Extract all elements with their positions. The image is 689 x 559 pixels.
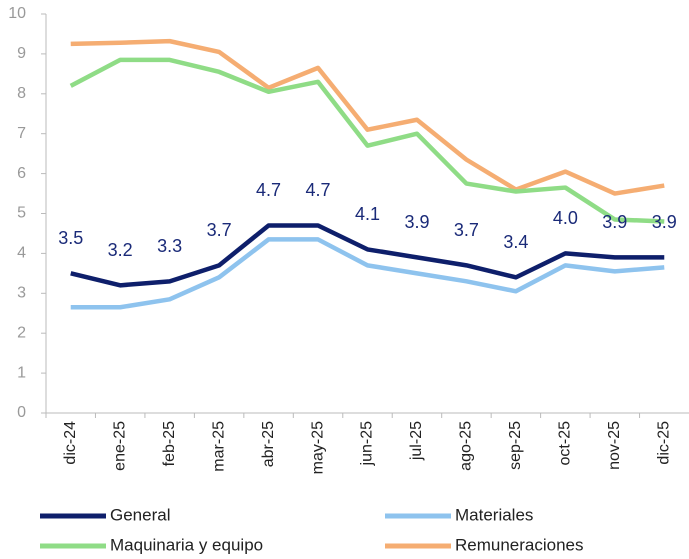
data-label: 3.9: [652, 212, 677, 232]
x-tick-label: feb-25: [161, 421, 178, 466]
y-tick-label: 0: [17, 404, 26, 421]
data-label: 3.5: [58, 228, 83, 248]
data-label: 3.7: [207, 220, 232, 240]
y-tick-label: 1: [17, 364, 26, 381]
x-tick-label: abr-25: [260, 421, 277, 467]
data-label: 3.3: [157, 236, 182, 256]
y-tick-label: 5: [17, 205, 26, 222]
legend-label: Maquinaria y equipo: [110, 535, 263, 554]
y-tick-label: 6: [17, 165, 26, 182]
data-label: 3.4: [503, 232, 528, 252]
series-line: [70, 223, 665, 288]
x-tick-label: ene-25: [111, 421, 128, 471]
y-tick-label: 2: [17, 324, 26, 341]
x-tick-label: ago-25: [458, 421, 475, 471]
x-tick-label: may-25: [309, 421, 326, 474]
y-tick-label: 3: [17, 285, 26, 302]
y-tick-label: 7: [17, 125, 26, 142]
data-label: 4.1: [355, 204, 380, 224]
data-label: 3.9: [404, 212, 429, 232]
data-label: 4.7: [256, 180, 281, 200]
series-line: [69, 57, 665, 224]
legend-label: Remuneraciones: [455, 535, 584, 554]
legend-label: Materiales: [455, 505, 533, 524]
x-tick-label: jun-25: [359, 421, 376, 467]
x-tick-label: dic-25: [655, 421, 672, 465]
data-label: 3.9: [602, 212, 627, 232]
data-label: 4.7: [306, 180, 331, 200]
x-tick-label: mar-25: [210, 421, 227, 472]
x-tick-label: dic-24: [62, 421, 79, 465]
y-tick-label: 8: [17, 85, 26, 102]
data-label: 4.0: [553, 208, 578, 228]
y-tick-label: 4: [17, 245, 26, 262]
series-line: [70, 38, 665, 196]
data-label: 3.7: [454, 220, 479, 240]
series-line: [70, 237, 665, 310]
x-tick-label: oct-25: [557, 421, 574, 466]
x-tick-label: nov-25: [606, 421, 623, 470]
x-tick-label: sep-25: [507, 421, 524, 470]
x-tick-label: jul-25: [408, 421, 425, 461]
data-label: 3.2: [108, 240, 133, 260]
y-tick-label: 9: [17, 45, 26, 62]
y-tick-label: 10: [8, 5, 26, 22]
legend-label: General: [110, 505, 170, 524]
